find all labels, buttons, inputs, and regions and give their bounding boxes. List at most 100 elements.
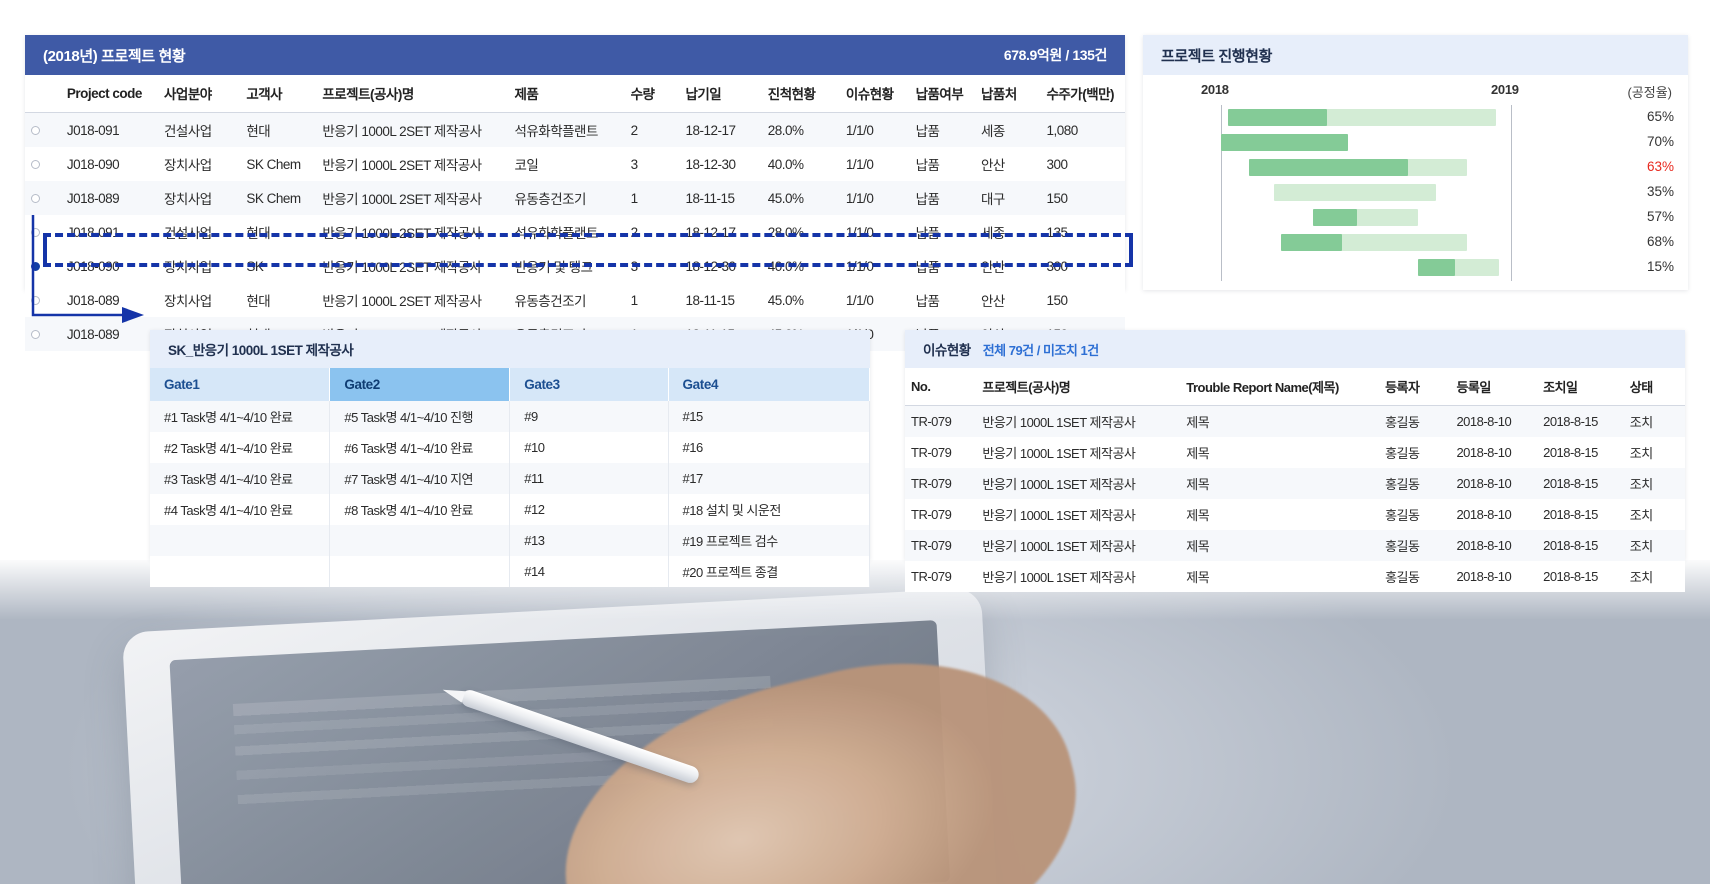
cell-field: 장치사업 [164,158,212,173]
issues-count-link[interactable]: 전체 79건 / 미조치 1건 [982,342,1099,358]
gate-row: #1 Task명 4/1~4/10 완료 #5 Task명 4/1~4/10 진행… [150,401,871,432]
issue-cell-reg: 2018-8-10 [1456,507,1512,522]
issue-row[interactable]: TR-079 반응기 1000L 1SET 제작공사 제목 홍길동 2018-8-10 2… [905,499,1685,530]
issue-cell-reg: 2018-8-10 [1456,445,1512,460]
cell-field: 건설사업 [164,124,212,139]
cell-issue: 1/1/0 [845,224,874,240]
projects-col-11: 납품처 [975,75,1041,113]
issues-col-2: Trouble Report Name(제목) [1180,368,1380,406]
issue-cell-reg: 2018-8-10 [1456,538,1512,553]
gantt-progress-value: 57% [1646,209,1674,224]
table-row[interactable]: J018-089 장치사업 현대 반응기 1000L 2SET 제작공사 유동층건조기 1… [25,283,1125,317]
cell-price: 300 [1046,156,1068,172]
cell-client: 현대 [246,294,271,309]
gantt-progress-value: 65% [1646,109,1674,124]
gantt-bar [1280,234,1468,251]
gantt-progress-value: 70% [1646,134,1674,149]
projects-table-header-row: Project code 사업분야 고객사 프로젝트(공사)명 제품 수량 납기일 진척현황 이… [25,75,1125,113]
gate-cell-g2 [329,556,511,587]
issues-col-4: 등록일 [1450,368,1538,406]
gate-cell-g2: #7 Task명 4/1~4/10 지연 [329,463,511,494]
row-radio[interactable] [25,283,61,317]
gate-column-gate1[interactable]: Gate1 [150,368,331,401]
projects-col-12: 수주가(백만) [1040,75,1125,113]
radio-icon[interactable] [31,126,40,136]
projects-col-0 [25,75,61,113]
cell-field: 장치사업 [164,294,212,309]
cell-qty: 1 [630,190,639,206]
cell-qty: 2 [630,122,639,138]
row-radio[interactable] [25,215,61,249]
cell-delivered: 납품 [915,226,940,241]
row-radio[interactable] [25,317,61,351]
cell-place: 대구 [981,192,1005,207]
gate-column-gate3[interactable]: Gate3 [509,368,669,401]
cell-delivered: 납품 [915,158,940,173]
gantt-axis-label-2018: 2018 [1201,82,1229,97]
cell-product: 코일 [514,158,539,173]
cell-product: 유동층건조기 [514,294,586,309]
issue-cell-no: TR-079 [911,538,952,553]
table-row[interactable]: J018-091 건설사업 현대 반응기 1000L 2SET 제작공사 석유화학플랜트… [25,215,1125,249]
radio-icon[interactable] [31,194,40,204]
projects-col-3: 고객사 [240,75,317,113]
cell-name: 반응기 1000L 2SET 제작공사 [322,294,482,309]
gantt-bar-fill [1221,134,1348,151]
cell-place: 안산 [981,158,1005,173]
background-photo [0,560,1710,884]
issue-row[interactable]: TR-079 반응기 1000L 1SET 제작공사 제목 홍길동 2018-8-10 2… [905,468,1685,499]
radio-icon[interactable] [31,296,40,306]
cell-place: 세종 [981,226,1005,241]
issue-cell-no: TR-079 [911,569,952,584]
table-row[interactable]: J018-091 건설사업 현대 반응기 1000L 2SET 제작공사 석유화학플랜트… [25,112,1125,148]
issues-panel-header: 이슈현황 전체 79건 / 미조치 1건 [905,330,1685,368]
cell-issue: 1/1/0 [845,122,874,138]
issue-cell-status: 조치 [1629,446,1653,461]
radio-icon[interactable] [31,262,40,272]
issue-row[interactable]: TR-079 반응기 1000L 1SET 제작공사 제목 홍길동 2018-8-10 2… [905,561,1685,592]
gantt-bar-fill [1418,259,1455,276]
table-row[interactable]: J018-090 장치사업 SK Chem 반응기 1000L 2SET 제작공사 코일… [25,147,1125,181]
radio-icon[interactable] [31,160,40,170]
selection-outline-left [43,233,47,267]
gantt-progress-value: 68% [1646,234,1674,249]
cell-progress: 45.0% [767,292,804,308]
gate-cell-g1: #1 Task명 4/1~4/10 완료 [150,401,331,432]
row-radio[interactable] [25,113,61,148]
cell-issue: 1/1/0 [845,190,874,206]
gantt-bar-fill [1228,109,1327,126]
gate-cell-g4: #16 [668,432,871,463]
gantt-axis: 2018 2019 (공정율) [1143,75,1688,105]
gantt-row: 70% [1143,130,1688,155]
issue-row[interactable]: TR-079 반응기 1000L 1SET 제작공사 제목 홍길동 2018-8-10 2… [905,530,1685,561]
row-radio[interactable] [25,147,61,181]
issues-col-5: 조치일 [1537,368,1624,406]
gate-cell-g1: #4 Task명 4/1~4/10 완료 [150,494,331,525]
issue-cell-status: 조치 [1629,508,1653,523]
selection-connector-arrow [31,215,144,323]
cell-code: J018-089 [66,292,120,308]
issue-cell-status: 조치 [1629,570,1653,585]
issue-row[interactable]: TR-079 반응기 1000L 1SET 제작공사 제목 홍길동 2018-8-10 2… [905,405,1685,437]
radio-icon[interactable] [31,228,40,238]
cell-field: 장치사업 [164,192,212,207]
gate-cell-g2: #8 Task명 4/1~4/10 완료 [329,494,511,525]
issues-col-3: 등록자 [1379,368,1451,406]
cell-name: 반응기 1000L 2SET 제작공사 [322,124,482,139]
gate-cell-g2 [329,525,511,556]
projects-col-5: 제품 [508,75,625,113]
issue-cell-status: 조치 [1629,415,1653,430]
cell-name: 반응기 1000L 2SET 제작공사 [322,158,482,173]
gantt-bar [1418,259,1500,276]
row-radio[interactable] [25,181,61,215]
issue-cell-author: 홍길동 [1385,508,1420,523]
gantt-row: 65% [1143,105,1688,130]
issue-cell-act: 2018-8-15 [1543,569,1598,584]
table-row[interactable]: J018-089 장치사업 SK Chem 반응기 1000L 2SET 제작공사 유동… [25,181,1125,215]
issue-cell-status: 조치 [1629,477,1653,492]
issue-row[interactable]: TR-079 반응기 1000L 1SET 제작공사 제목 홍길동 2018-8-10 2… [905,437,1685,468]
gate-column-gate4[interactable]: Gate4 [668,368,871,401]
cell-client: SK Chem [246,190,301,206]
gate-column-gate2[interactable]: Gate2 [329,368,511,401]
radio-icon[interactable] [31,330,40,340]
